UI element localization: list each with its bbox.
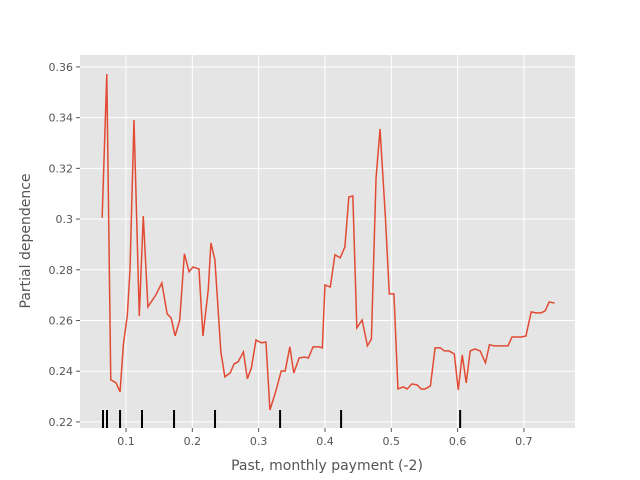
y-tick-label: 0.22 (49, 416, 74, 429)
x-tick-label: 0.4 (316, 435, 334, 448)
y-tick-label: 0.36 (49, 61, 74, 74)
plot-area (80, 55, 575, 428)
y-tick-label: 0.3 (56, 213, 74, 226)
x-tick-label: 0.2 (184, 435, 202, 448)
y-tick-label: 0.24 (49, 365, 74, 378)
x-tick-label: 0.3 (250, 435, 268, 448)
x-tick-label: 0.1 (117, 435, 135, 448)
y-tick-label: 0.32 (49, 162, 74, 175)
x-axis-label: Past, monthly payment (-2) (231, 458, 423, 474)
y-axis-label: Partial dependence (18, 173, 34, 308)
x-tick-label: 0.7 (515, 435, 533, 448)
line (101, 73, 555, 411)
x-tick-label: 0.5 (383, 435, 401, 448)
y-tick-label: 0.34 (49, 112, 74, 125)
y-tick-label: 0.26 (49, 314, 74, 327)
x-tick-label: 0.6 (449, 435, 467, 448)
y-tick-label: 0.28 (49, 264, 74, 277)
